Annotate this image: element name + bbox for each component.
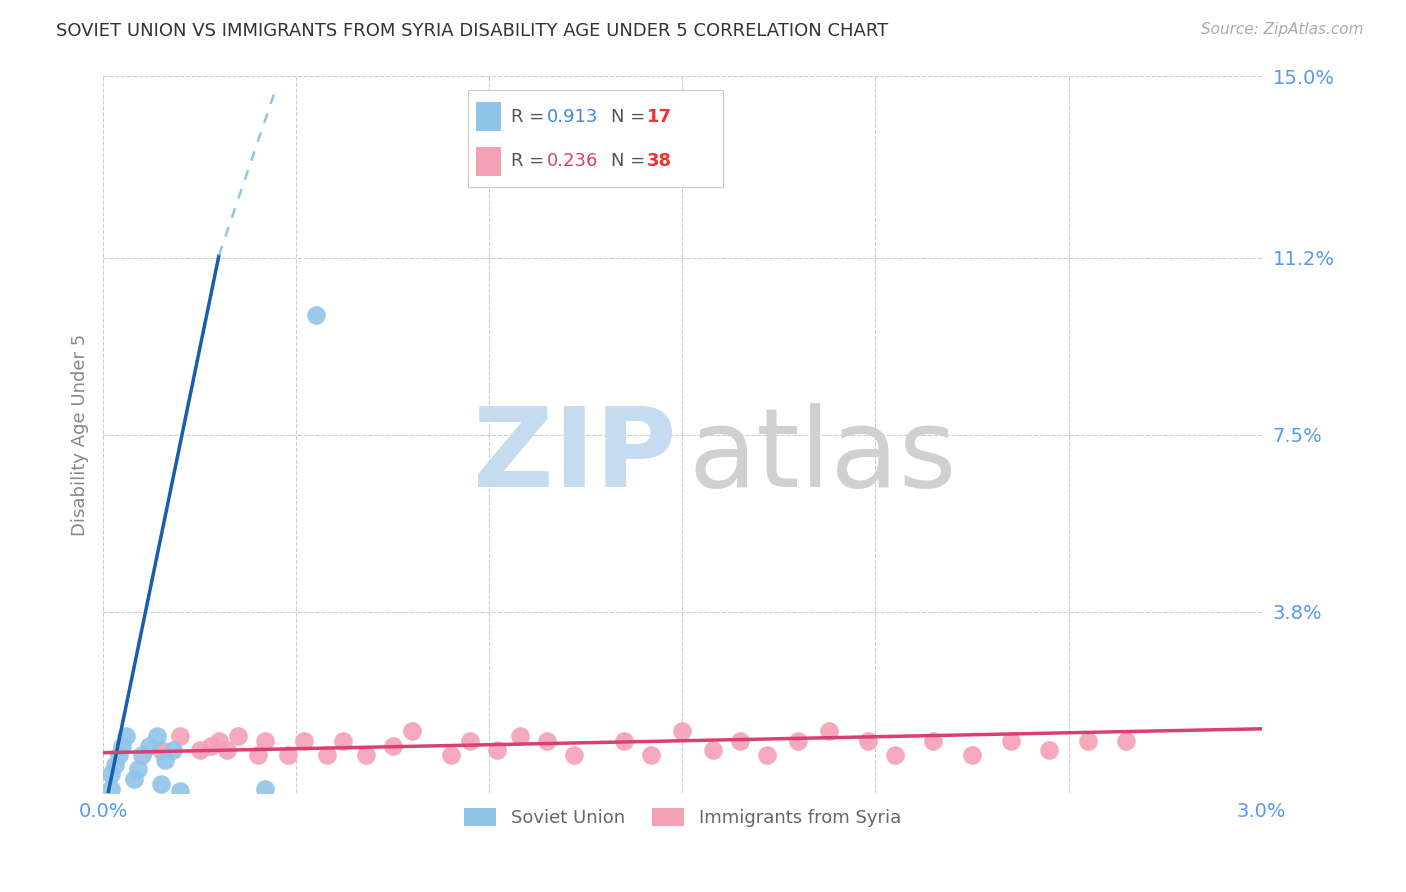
Point (960, 748, 983, 763)
Point (536, 733, 558, 747)
Point (702, 743, 724, 757)
Point (100, 767, 122, 781)
Point (381, 739, 404, 753)
Point (188, 743, 211, 757)
Point (246, 748, 269, 763)
Point (1077, 733, 1099, 747)
Text: Source: ZipAtlas.com: Source: ZipAtlas.com (1201, 22, 1364, 37)
Point (146, 729, 169, 743)
Point (277, 748, 299, 763)
Point (671, 724, 693, 739)
Point (316, 748, 339, 763)
Point (169, 784, 191, 798)
Point (818, 724, 841, 739)
Point (440, 748, 463, 763)
Point (138, 739, 160, 753)
Point (1038, 743, 1060, 757)
Point (150, 743, 173, 757)
Point (354, 748, 377, 763)
Legend: Soviet Union, Immigrants from Syria: Soviet Union, Immigrants from Syria (457, 801, 908, 835)
Point (922, 733, 945, 747)
Point (856, 733, 879, 747)
Point (332, 733, 354, 747)
Point (150, 777, 173, 791)
Point (458, 733, 481, 747)
Point (100, 781, 122, 796)
Point (131, 748, 153, 763)
Point (730, 733, 752, 747)
Point (787, 733, 810, 747)
Point (122, 772, 145, 786)
Point (115, 729, 138, 743)
Point (111, 739, 134, 753)
Point (226, 729, 249, 743)
Point (486, 743, 509, 757)
Point (613, 733, 636, 747)
Point (162, 743, 184, 757)
Text: atlas: atlas (688, 402, 956, 509)
Point (509, 729, 531, 743)
Point (756, 748, 779, 763)
Point (208, 733, 231, 747)
Text: SOVIET UNION VS IMMIGRANTS FROM SYRIA DISABILITY AGE UNDER 5 CORRELATION CHART: SOVIET UNION VS IMMIGRANTS FROM SYRIA DI… (56, 22, 889, 40)
Y-axis label: Disability Age Under 5: Disability Age Under 5 (72, 334, 89, 536)
Point (562, 748, 585, 763)
Point (1000, 733, 1022, 747)
Point (401, 724, 423, 739)
Point (640, 748, 662, 763)
Point (254, 733, 277, 747)
Point (107, 748, 129, 763)
Point (1115, 733, 1137, 747)
Text: ZIP: ZIP (474, 402, 676, 509)
Point (215, 743, 238, 757)
Point (104, 757, 127, 772)
Point (127, 763, 149, 777)
Point (304, 308, 326, 322)
Point (200, 739, 222, 753)
Point (169, 729, 191, 743)
Point (883, 748, 905, 763)
Point (254, 781, 277, 796)
Point (292, 733, 315, 747)
Point (153, 753, 176, 767)
